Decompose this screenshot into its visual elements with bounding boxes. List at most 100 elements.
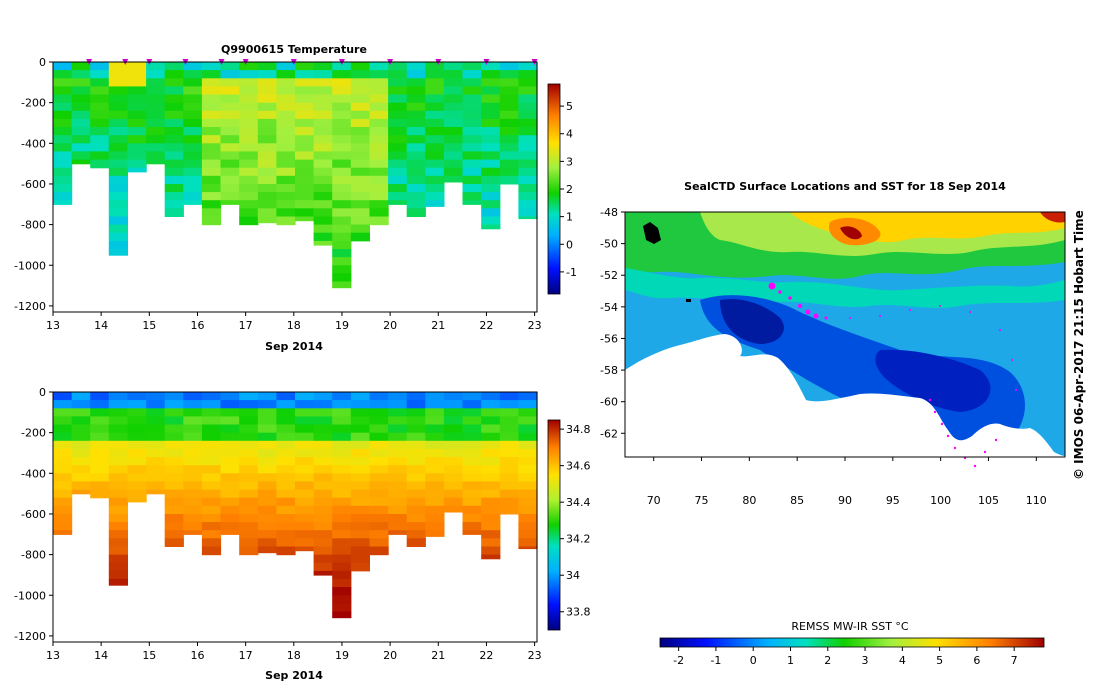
section-cell — [164, 135, 184, 144]
section-cell — [183, 192, 203, 201]
section-cell — [71, 432, 91, 442]
section-cell — [332, 240, 352, 250]
section-cell — [313, 167, 333, 177]
section-cell — [127, 118, 147, 128]
section-cell — [257, 151, 277, 161]
colorbar-tick-label: 34.4 — [566, 496, 591, 509]
section-cell — [499, 505, 519, 515]
section-cell — [257, 175, 277, 185]
section-cell — [443, 465, 464, 474]
section-cell — [53, 416, 73, 426]
section-cell — [53, 400, 73, 409]
section-cell — [369, 118, 389, 128]
section-cell — [425, 102, 445, 112]
section-cell — [276, 135, 296, 144]
section-cell — [443, 143, 464, 152]
section-cell — [295, 192, 315, 201]
section-cell — [518, 448, 538, 458]
section-cell — [313, 400, 333, 409]
section-cell — [388, 440, 408, 450]
section-cell — [90, 94, 110, 104]
section-cell — [276, 94, 296, 104]
section-cell — [350, 538, 370, 547]
section-cell — [164, 392, 184, 401]
section-cell — [518, 473, 538, 482]
section-cell — [53, 175, 73, 185]
section-cell — [201, 538, 222, 547]
section-cell — [406, 78, 426, 87]
section-cell — [239, 110, 259, 120]
section-cell — [350, 102, 370, 112]
section-cell — [332, 514, 352, 523]
section-cell — [388, 522, 408, 531]
section-cell — [388, 465, 408, 474]
section-cell — [295, 216, 315, 222]
section-cell — [518, 184, 538, 193]
section-cell — [481, 192, 501, 201]
section-cell — [53, 505, 73, 515]
section-cell — [183, 200, 203, 205]
section-cell — [518, 489, 538, 499]
section-cell — [53, 135, 73, 144]
section-cell — [220, 70, 240, 79]
section-cell — [499, 78, 519, 87]
section-cell — [350, 62, 370, 71]
section-cell — [425, 416, 445, 426]
section-cell — [127, 151, 147, 161]
section-cell — [295, 208, 315, 217]
section-cell — [481, 151, 501, 161]
section-cell — [313, 62, 333, 71]
section-cell — [313, 200, 333, 209]
section-cell — [71, 102, 91, 112]
section-cell — [183, 70, 203, 79]
section-cell — [127, 86, 147, 96]
section-cell — [201, 94, 222, 104]
section-cell — [108, 514, 128, 523]
section-cell — [146, 424, 166, 434]
section-cell — [369, 127, 389, 136]
section-cell — [257, 110, 277, 120]
section-cell — [406, 473, 426, 482]
section-cell — [388, 110, 408, 120]
section-cell — [350, 70, 370, 79]
section-cell — [71, 424, 91, 434]
section-cell — [518, 432, 538, 442]
colorbar-tick-label: 34.6 — [566, 460, 591, 473]
section-cell — [406, 400, 426, 409]
section-cell — [443, 78, 464, 87]
section-cell — [388, 392, 408, 401]
section-cell — [425, 70, 445, 79]
section-cell — [313, 473, 333, 482]
section-cell — [146, 159, 166, 165]
y-tick-label: -600 — [21, 508, 46, 521]
section-cell — [295, 514, 315, 523]
section-cell — [276, 151, 296, 161]
section-cell — [276, 118, 296, 128]
section-cell — [239, 86, 259, 96]
section-cell — [53, 424, 73, 434]
lat-tick-label: -50 — [600, 238, 618, 251]
section-cell — [481, 514, 501, 523]
section-cell — [443, 62, 464, 71]
section-cell — [425, 175, 445, 185]
section-cell — [90, 408, 110, 417]
x-tick-label: 19 — [335, 649, 349, 662]
section-cell — [201, 102, 222, 112]
section-cell — [276, 216, 296, 226]
section-cell — [462, 102, 482, 112]
section-cell — [108, 151, 128, 161]
section-cell — [53, 127, 73, 136]
section-cell — [481, 94, 501, 104]
section-cell — [71, 481, 91, 491]
section-cell — [53, 143, 73, 152]
section-cell — [406, 127, 426, 136]
section-cell — [108, 530, 128, 539]
section-cell — [71, 392, 91, 401]
section-cell — [350, 200, 370, 209]
section-cell — [350, 78, 370, 87]
temperature-title: Q9900615 Temperature — [221, 43, 367, 56]
section-cell — [388, 457, 408, 466]
section-cell — [164, 200, 184, 209]
section-cell — [295, 538, 315, 547]
section-cell — [108, 424, 128, 434]
